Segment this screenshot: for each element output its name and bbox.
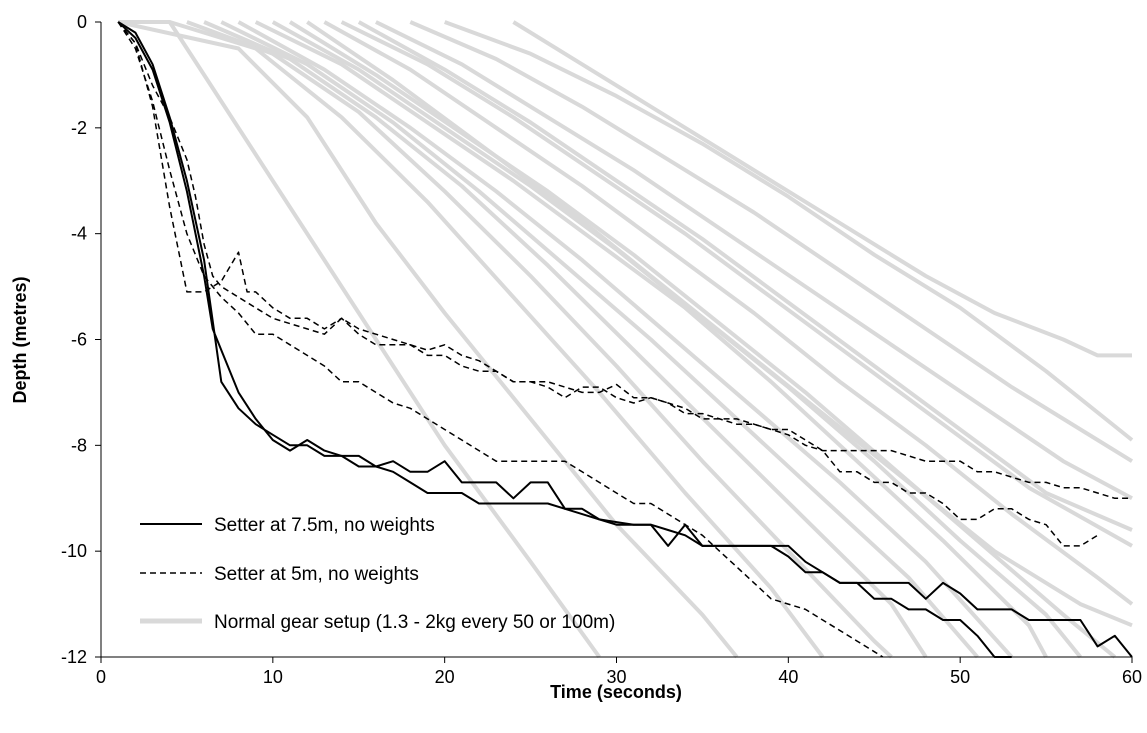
y-tick-label: -12	[61, 647, 87, 667]
series-line-normal-gear	[203, 20, 928, 659]
x-axis-title: Time (seconds)	[550, 682, 682, 702]
series-line-normal-gear	[186, 20, 893, 659]
series-line-normal-gear	[444, 20, 1134, 442]
x-tick-label: 20	[435, 667, 455, 687]
series-line-normal-gear	[117, 20, 739, 659]
x-tick-label: 0	[96, 667, 106, 687]
y-tick-label: 0	[77, 12, 87, 32]
legend-label-normal-gear: Normal gear setup (1.3 - 2kg every 50 or…	[214, 612, 615, 633]
y-tick-label: -6	[71, 330, 87, 350]
legend: Setter at 7.5m, no weights Setter at 5m,…	[140, 515, 615, 633]
series-line-normal-gear	[340, 20, 1133, 548]
series-line-normal-gear	[220, 20, 979, 659]
series-line-normal-gear	[169, 20, 825, 659]
series-line-setter-5m	[117, 21, 884, 658]
normal-gear-series-group	[117, 20, 1134, 659]
series-line-setter-5m	[117, 21, 1098, 547]
x-tick-label: 40	[778, 667, 798, 687]
y-axis-ticks: 0 -2 -4 -6 -8 -10 -12	[61, 12, 101, 667]
y-tick-label: -8	[71, 435, 87, 455]
series-line-normal-gear	[254, 20, 1048, 658]
x-tick-label: 10	[263, 667, 283, 687]
series-line-normal-gear	[409, 20, 1134, 463]
x-tick-label: 50	[950, 667, 970, 687]
series-line-normal-gear	[237, 20, 1014, 659]
y-tick-label: -10	[61, 541, 87, 561]
legend-label-setter-5m: Setter at 5m, no weights	[214, 564, 419, 585]
series-line-normal-gear	[288, 20, 1117, 659]
series-line-normal-gear	[357, 20, 1133, 532]
x-tick-label: 60	[1122, 667, 1142, 687]
series-line-setter-5m	[117, 21, 1132, 500]
setter-series-group	[117, 21, 1133, 658]
x-tick-label: 30	[606, 667, 626, 687]
series-line-normal-gear	[512, 20, 1132, 358]
series-line-normal-gear	[323, 20, 1134, 606]
y-tick-label: -2	[71, 118, 87, 138]
series-line-normal-gear	[375, 20, 1133, 501]
series-line-normal-gear	[118, 20, 601, 659]
x-axis-ticks: 0 10 20 30 40 50 60	[96, 657, 1142, 687]
series-line-setter-7-5m	[117, 21, 1012, 658]
y-tick-label: -4	[71, 224, 87, 244]
y-axis-title: Depth (metres)	[10, 276, 30, 403]
series-line-normal-gear	[306, 20, 1133, 628]
legend-label-setter-7-5m: Setter at 7.5m, no weights	[214, 515, 435, 536]
series-line-setter-7-5m	[117, 21, 1133, 658]
